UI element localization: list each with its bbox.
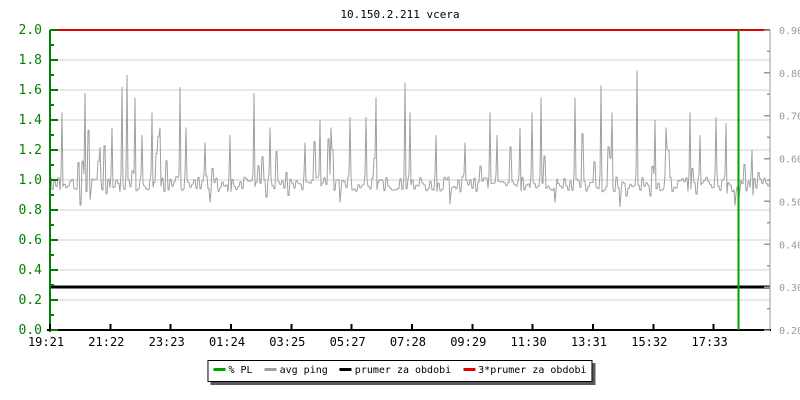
pl-line-swatch-icon <box>213 367 226 371</box>
legend-label-period-avg: prumer za obdobi <box>354 365 452 376</box>
left-axis-label: 1.2 <box>19 143 42 158</box>
legend-label-avg-ping: avg ping <box>279 365 328 376</box>
right-axis-label: 0.70 <box>779 112 800 123</box>
legend-item-period-avg-x3: 3*prumer za obdobi <box>463 365 587 376</box>
x-axis-label: 09:29 <box>450 335 486 349</box>
left-axis-label: 0.4 <box>19 263 43 278</box>
x-axis-label: 05:27 <box>330 335 366 349</box>
left-axis-label: 0.2 <box>19 293 42 308</box>
right-axis-label: 0.60 <box>779 155 800 166</box>
right-axis-label: 0.30 <box>779 283 800 294</box>
x-axis-label: 11:30 <box>511 335 547 349</box>
right-axis-label: 0.90 <box>779 26 800 37</box>
avg-ping-line-swatch-icon <box>264 367 277 371</box>
x-axis-label: 15:32 <box>631 335 667 349</box>
x-axis-label: 21:22 <box>88 335 124 349</box>
period-avg-line-swatch-icon <box>339 367 352 371</box>
left-axis-label: 1.6 <box>19 83 42 98</box>
left-axis-label: 0.0 <box>19 323 42 338</box>
right-axis-label: 0.50 <box>779 197 800 208</box>
avg-ping-series <box>50 70 771 208</box>
period-avg-x3-line-swatch-icon <box>463 367 476 371</box>
x-axis-label: 07:28 <box>390 335 426 349</box>
right-axis-label: 0.40 <box>779 240 800 251</box>
left-axis-label: 0.6 <box>19 233 42 248</box>
plot-area: 0.0 0.2 0.4 0.6 0.8 1.0 1.2 1.4 1.6 1.8 2.0 0.20 0.3… <box>19 23 800 349</box>
legend-item-pl: % PL <box>213 365 253 376</box>
x-axis-label: 03:25 <box>269 335 305 349</box>
left-axis-label: 1.4 <box>19 113 43 128</box>
legend-label-pl: % PL <box>228 365 253 376</box>
x-axis-label: 13:31 <box>571 335 607 349</box>
x-axis-label: 01:24 <box>209 335 245 349</box>
left-axis-label: 2.0 <box>19 23 42 38</box>
chart-title: 10.150.2.211 vcera <box>340 8 460 21</box>
legend-item-period-avg: prumer za obdobi <box>339 365 452 376</box>
x-axis-label: 23:23 <box>149 335 185 349</box>
legend-label-period-avg-x3: 3*prumer za obdobi <box>478 365 587 376</box>
x-axis-label: 17:33 <box>692 335 728 349</box>
left-axis-label: 1.0 <box>19 173 42 188</box>
left-axis-label: 0.8 <box>19 203 42 218</box>
x-axis-label: 19:21 <box>28 335 64 349</box>
legend-item-avg-ping: avg ping <box>264 365 328 376</box>
right-axis-label: 0.20 <box>779 326 800 337</box>
chart-legend: % PL avg ping prumer za obdobi 3*prumer … <box>207 360 593 382</box>
right-axis-label: 0.80 <box>779 69 800 80</box>
left-axis-label: 1.8 <box>19 53 42 68</box>
